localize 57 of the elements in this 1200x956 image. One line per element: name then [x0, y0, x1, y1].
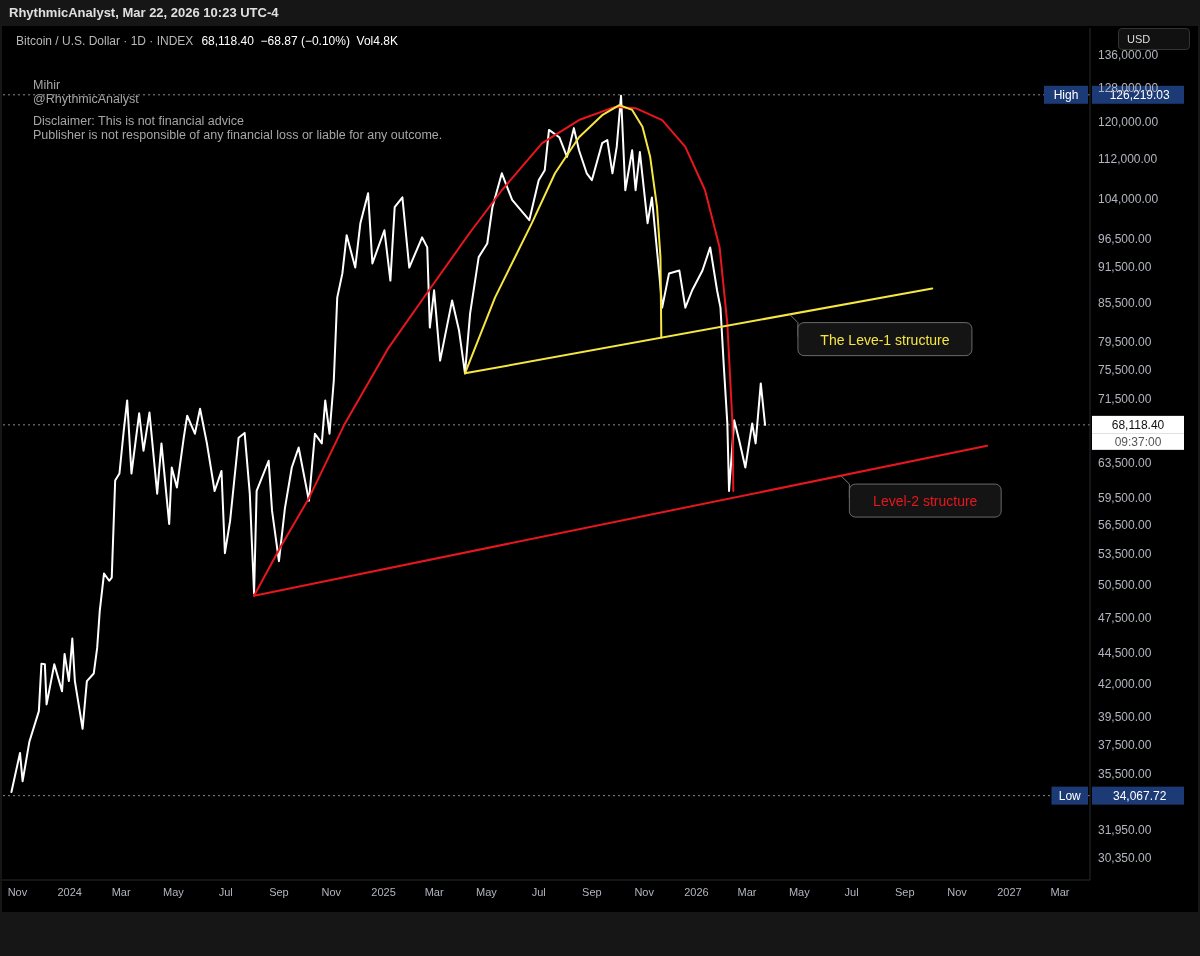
y-tick-label: 75,500.00: [1098, 363, 1152, 378]
y-tick-label: 63,500.00: [1098, 455, 1152, 470]
x-tick-label: Jul: [218, 885, 233, 898]
x-tick-label: May: [163, 885, 185, 898]
y-tick-label: 39,500.00: [1098, 709, 1152, 724]
x-tick-label: Mar: [111, 885, 131, 898]
x-tick-label: Mar: [737, 885, 757, 898]
x-tick-label: Nov: [321, 885, 342, 898]
x-tick-label: Sep: [269, 885, 289, 898]
x-tick-label: 2024: [57, 885, 82, 898]
annotation: Disclaimer: This is not financial advice: [33, 114, 244, 128]
y-tick-label: 96,500.00: [1098, 231, 1152, 246]
y-tick-label: 104,000.00: [1098, 191, 1159, 206]
x-tick-label: May: [788, 885, 811, 898]
text: 68,118.40 −68.87 (−0.10%) Vol4.8K: [201, 34, 398, 48]
x-tick-label: Sep: [582, 885, 602, 898]
x-tick-label: Nov: [7, 885, 28, 898]
y-tick-label: 112,000.00: [1098, 152, 1158, 167]
x-tick-label: Mar: [424, 885, 444, 898]
x-tick-label: Sep: [895, 885, 915, 898]
y-tick-label: 91,500.00: [1098, 260, 1152, 275]
y-tick-label: 30,350.00: [1098, 850, 1152, 865]
y-tick-label: 47,500.00: [1098, 611, 1152, 626]
annotation: Publisher is not responsible of any financial loss or liable for any outcome.: [33, 127, 443, 142]
y-tick-label: 50,500.00: [1098, 578, 1152, 593]
x-tick-label: 2027: [997, 885, 1022, 898]
y-tick-label: 85,500.00: [1098, 296, 1152, 311]
text: 09:37:00: [1114, 434, 1162, 449]
text: Low 34,067.72: [1058, 788, 1167, 803]
y-tick-label: 53,500.00: [1098, 547, 1152, 562]
y-tick-label: 136,000.00: [1098, 48, 1159, 63]
y-tick-label: 42,000.00: [1098, 676, 1152, 691]
annotation: Mihir: [33, 78, 61, 92]
x-tick-label: 2026: [684, 885, 709, 898]
y-tick-label: 71,500.00: [1098, 392, 1152, 407]
y-tick-label: 35,500.00: [1098, 766, 1152, 781]
x-tick-label: 2025: [371, 885, 396, 898]
y-tick-label: 44,500.00: [1098, 645, 1152, 660]
y-axis-title: USD: [1118, 28, 1190, 50]
ref-line-label: 68,118.40: [1111, 417, 1165, 432]
text: RhythmicAnalyst, Mar 22, 2026 10:23 UTC-4: [9, 5, 279, 20]
y-tick-label: 56,500.00: [1098, 518, 1152, 533]
y-tick-label: 31,950.00: [1098, 823, 1152, 838]
x-tick-label: Jul: [844, 885, 859, 898]
y-tick-label: 37,500.00: [1098, 737, 1152, 752]
x-tick-label: May: [476, 885, 498, 898]
x-tick-label: Jul: [531, 885, 546, 898]
y-tick-label: 79,500.00: [1098, 335, 1152, 350]
x-tick-label: Nov: [947, 885, 968, 898]
text: Bitcoin / U.S. Dollar · 1D · INDEX: [16, 34, 194, 48]
annotation: Level-2 structure: [873, 493, 978, 510]
annotation: @RhythmicAnalyst: [33, 91, 139, 106]
x-tick-label: Nov: [634, 885, 655, 898]
y-tick-label: 120,000.00: [1098, 115, 1159, 130]
x-tick-label: Mar: [1050, 885, 1070, 898]
annotation: The Leve-1 structure: [820, 331, 950, 348]
y-tick-label: 59,500.00: [1098, 490, 1152, 505]
